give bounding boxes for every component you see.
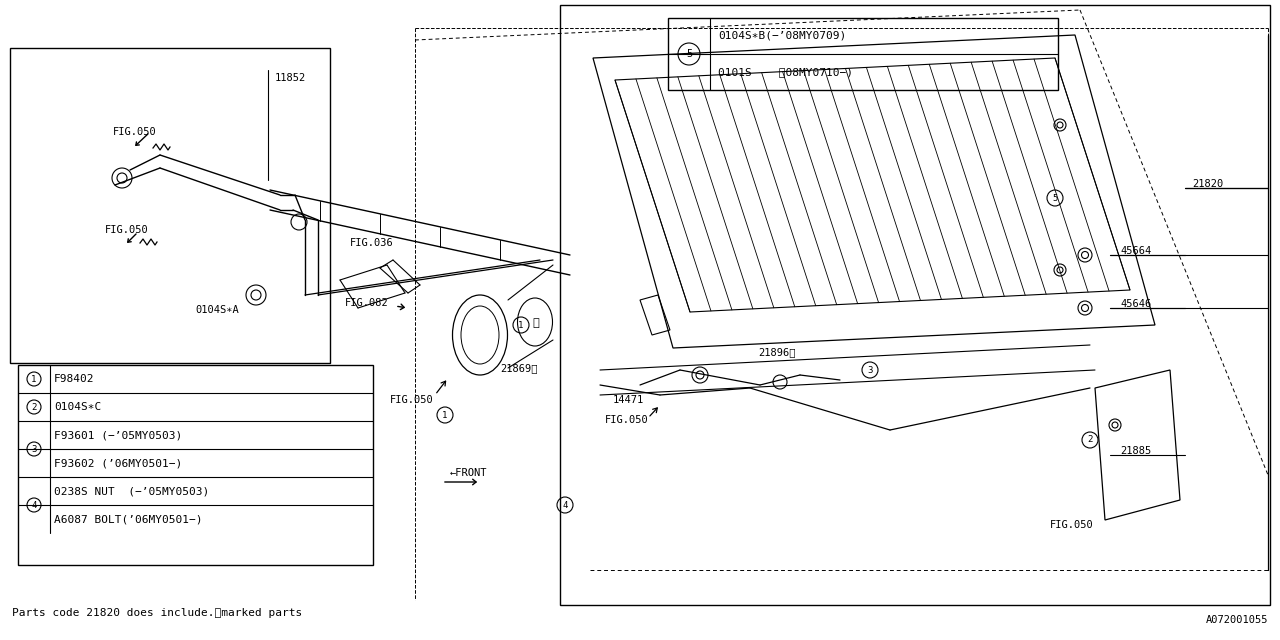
Bar	[668, 18, 1059, 90]
Text: FIG.036: FIG.036	[349, 238, 394, 248]
Text: 0104S∗B(−’08MY0709): 0104S∗B(−’08MY0709)	[718, 30, 846, 40]
Text: 2: 2	[31, 403, 37, 412]
Text: F93602 (’06MY0501−): F93602 (’06MY0501−)	[54, 458, 182, 468]
Text: 0104S∗C: 0104S∗C	[54, 402, 101, 412]
Text: 0104S∗A: 0104S∗A	[195, 305, 239, 315]
Bar	[561, 5, 1270, 605]
Text: 45646: 45646	[1120, 299, 1151, 309]
Text: FIG.082: FIG.082	[346, 298, 389, 308]
Text: A6087 BOLT(’06MY0501−): A6087 BOLT(’06MY0501−)	[54, 514, 202, 524]
Text: 5: 5	[1052, 193, 1057, 202]
Text: 21869※: 21869※	[500, 363, 538, 373]
Text: 1: 1	[518, 321, 524, 330]
Text: 14471: 14471	[613, 395, 644, 405]
Bar	[10, 48, 330, 363]
Text: Parts code 21820 does include.※marked parts: Parts code 21820 does include.※marked pa…	[12, 608, 302, 618]
Text: 4: 4	[31, 500, 37, 509]
Text: 11852: 11852	[275, 73, 306, 83]
Text: 3: 3	[31, 445, 37, 454]
Text: FIG.050: FIG.050	[605, 415, 649, 425]
Text: ←FRONT: ←FRONT	[451, 468, 488, 478]
Text: FIG.050: FIG.050	[113, 127, 156, 137]
Text: 0101S    〈08MY0710−): 0101S 〈08MY0710−)	[718, 67, 852, 77]
Text: FIG.050: FIG.050	[390, 395, 434, 405]
Text: 3: 3	[868, 365, 873, 374]
Text: ※: ※	[532, 318, 539, 328]
Text: F98402: F98402	[54, 374, 95, 384]
Text: FIG.050: FIG.050	[1050, 520, 1093, 530]
Text: 5: 5	[686, 49, 692, 59]
Text: 45664: 45664	[1120, 246, 1151, 256]
Text: F93601 (−’05MY0503): F93601 (−’05MY0503)	[54, 430, 182, 440]
Text: 2: 2	[1087, 435, 1093, 445]
Text: 21896※: 21896※	[758, 347, 795, 357]
Text: 0238S NUT  (−’05MY0503): 0238S NUT (−’05MY0503)	[54, 486, 209, 496]
Bar	[18, 365, 372, 565]
Text: 1: 1	[443, 410, 448, 419]
Text: 4: 4	[562, 500, 568, 509]
Text: FIG.050: FIG.050	[105, 225, 148, 235]
Text: 1: 1	[31, 374, 37, 383]
Text: 21885: 21885	[1120, 446, 1151, 456]
Text: 21820: 21820	[1192, 179, 1224, 189]
Text: A072001055: A072001055	[1206, 615, 1268, 625]
